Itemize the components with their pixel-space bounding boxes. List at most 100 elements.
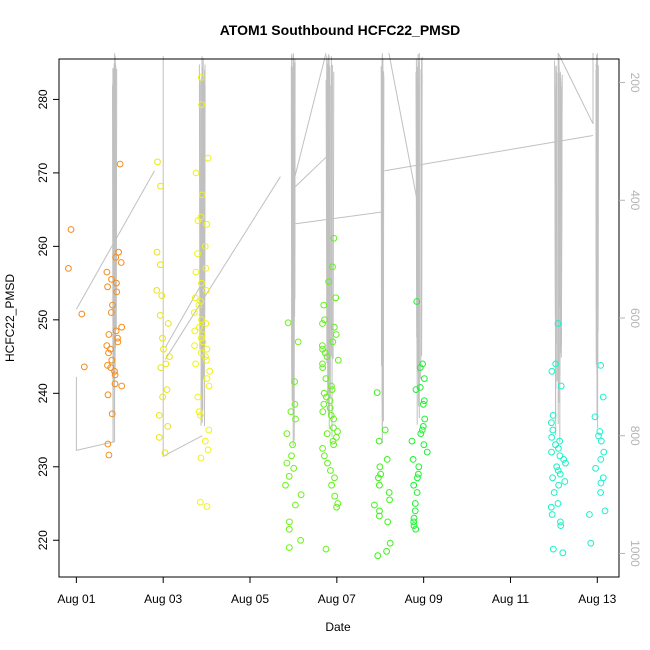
data-point bbox=[107, 345, 114, 353]
data-point bbox=[562, 459, 569, 467]
data-point bbox=[157, 364, 165, 372]
data-point bbox=[376, 512, 383, 520]
data-point bbox=[199, 338, 207, 346]
data-point bbox=[321, 452, 328, 460]
x-tick-label: Aug 13 bbox=[578, 592, 616, 606]
data-point bbox=[554, 320, 562, 327]
data-point bbox=[319, 408, 327, 416]
data-point bbox=[153, 287, 161, 294]
data-point bbox=[334, 356, 342, 364]
data-point bbox=[330, 415, 338, 423]
data-point bbox=[334, 500, 342, 507]
data-point bbox=[201, 243, 209, 250]
x-tick-label: Aug 09 bbox=[405, 592, 443, 606]
data-point bbox=[197, 74, 205, 81]
data-point bbox=[198, 279, 205, 287]
data-point bbox=[409, 456, 417, 463]
data-point bbox=[323, 393, 330, 401]
data-point bbox=[289, 441, 297, 449]
data-point bbox=[319, 364, 327, 372]
y-axis: 220 230 240 250 260 270 280 bbox=[36, 89, 59, 550]
data-point bbox=[290, 464, 298, 472]
data-point bbox=[411, 500, 419, 507]
data-point bbox=[201, 437, 209, 445]
pressure-line bbox=[326, 84, 329, 396]
data-point bbox=[376, 481, 383, 489]
data-point bbox=[555, 481, 563, 489]
data-point bbox=[419, 400, 427, 408]
data-point bbox=[204, 154, 212, 162]
data-point bbox=[549, 412, 557, 419]
data-point bbox=[206, 367, 214, 375]
pressure-line bbox=[421, 56, 423, 357]
data-point bbox=[292, 501, 299, 509]
data-point bbox=[103, 268, 111, 276]
data-point bbox=[322, 375, 330, 383]
data-point bbox=[423, 448, 431, 456]
data-point bbox=[108, 276, 115, 283]
data-point bbox=[107, 309, 115, 316]
data-point bbox=[333, 503, 341, 511]
data-point bbox=[408, 437, 416, 445]
data-point bbox=[159, 393, 167, 401]
data-point bbox=[159, 334, 166, 342]
data-point bbox=[420, 375, 428, 383]
data-point bbox=[108, 356, 116, 364]
data-point bbox=[326, 404, 334, 412]
data-point bbox=[329, 437, 337, 445]
data-point bbox=[112, 327, 120, 335]
data-point bbox=[327, 467, 334, 474]
data-point bbox=[164, 320, 172, 327]
data-point bbox=[329, 263, 336, 271]
y-axis-label: HCFC22_PMSD bbox=[3, 274, 17, 362]
data-point bbox=[153, 248, 161, 256]
y-tick-label: 240 bbox=[36, 383, 50, 403]
y-tick-label: 230 bbox=[36, 456, 50, 476]
data-point bbox=[383, 547, 391, 555]
data-point bbox=[107, 364, 115, 372]
data-point bbox=[561, 478, 569, 485]
data-point bbox=[549, 545, 557, 553]
data-point bbox=[411, 507, 419, 515]
data-point bbox=[286, 518, 293, 526]
data-point bbox=[319, 320, 326, 327]
data-point bbox=[192, 169, 200, 177]
data-point bbox=[373, 389, 381, 397]
data-point bbox=[192, 268, 200, 276]
data-point bbox=[375, 437, 383, 445]
data-point bbox=[104, 283, 111, 291]
data-point bbox=[592, 464, 599, 472]
data-point bbox=[297, 491, 305, 499]
data-point bbox=[319, 360, 326, 368]
pressure-line bbox=[557, 52, 594, 125]
x-tick-label: Aug 03 bbox=[144, 592, 182, 606]
data-point bbox=[597, 362, 605, 369]
data-point bbox=[556, 437, 564, 445]
data-point bbox=[194, 393, 202, 401]
y2-tick-label: 600 bbox=[628, 308, 642, 328]
data-point bbox=[327, 412, 335, 419]
data-point bbox=[548, 511, 556, 518]
data-point bbox=[549, 474, 556, 482]
data-point bbox=[386, 496, 394, 504]
data-point bbox=[591, 413, 599, 421]
data-point bbox=[111, 367, 118, 375]
data-point bbox=[330, 234, 338, 242]
x-tick-label: Aug 01 bbox=[57, 592, 95, 606]
data-point bbox=[196, 323, 203, 331]
data-point bbox=[114, 338, 122, 346]
data-point bbox=[202, 265, 210, 272]
data-point bbox=[203, 287, 210, 294]
data-point bbox=[548, 448, 555, 456]
data-point bbox=[291, 378, 299, 386]
data-point bbox=[197, 334, 205, 342]
data-point bbox=[288, 452, 295, 460]
data-point bbox=[202, 353, 209, 361]
data-point bbox=[421, 415, 429, 423]
data-point bbox=[67, 226, 75, 233]
data-point bbox=[104, 440, 112, 448]
data-point bbox=[412, 525, 420, 533]
data-point bbox=[557, 382, 565, 390]
data-point bbox=[163, 386, 171, 394]
data-point bbox=[191, 327, 199, 335]
